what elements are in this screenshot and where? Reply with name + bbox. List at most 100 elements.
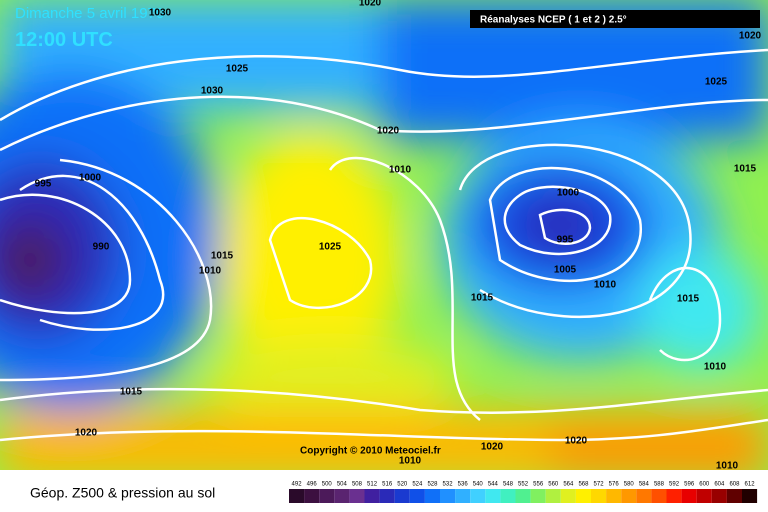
scale-cell (742, 489, 758, 503)
isobar-label: 1015 (120, 387, 143, 398)
scale-label: 608 (729, 482, 740, 488)
scale-label: 508 (352, 482, 363, 488)
isobar-label: 1015 (471, 293, 494, 304)
scale-cell (711, 489, 727, 503)
scale-label: 540 (473, 482, 484, 488)
isobar-label: 1025 (705, 77, 728, 88)
scale-cell (560, 489, 576, 503)
scale-cell (651, 489, 667, 503)
scale-cell (696, 489, 712, 503)
scale-cell (636, 489, 652, 503)
scale-cell (530, 489, 546, 503)
scale-label: 556 (533, 482, 544, 488)
scale-cell (500, 489, 516, 503)
scale-label: 536 (458, 482, 469, 488)
scale-cell (515, 489, 531, 503)
isobar-label: 995 (35, 179, 52, 190)
isobar-label: 1010 (716, 461, 739, 472)
isobar-label: 1025 (226, 64, 249, 75)
scale-label: 584 (639, 482, 650, 488)
scale-label: 544 (488, 482, 499, 488)
scale-cell (394, 489, 410, 503)
scale-label: 592 (669, 482, 680, 488)
isobar-label: 1015 (677, 294, 700, 305)
source: Réanalyses NCEP ( 1 et 2 ) 2.5° (480, 15, 627, 26)
scale-label: 576 (609, 482, 620, 488)
isobar-label: 1015 (211, 251, 234, 262)
scale-cell (455, 489, 471, 503)
isobar-label: 1020 (565, 436, 588, 447)
scale-cell (334, 489, 350, 503)
scale-label: 520 (397, 482, 408, 488)
isobar-label: 1020 (359, 0, 382, 9)
scale-label: 532 (443, 482, 454, 488)
scale-label: 528 (427, 482, 438, 488)
isobar-label: 1020 (739, 31, 762, 42)
isobar-label: 995 (557, 235, 574, 246)
scale-label: 516 (382, 482, 393, 488)
isobar-label: 1030 (149, 8, 172, 19)
map-field (0, 0, 768, 470)
scale-label: 588 (654, 482, 665, 488)
time: 12:00 UTC (15, 29, 113, 51)
scale-label: 560 (548, 482, 559, 488)
scale-label: 604 (714, 482, 725, 488)
scale-label: 524 (412, 482, 423, 488)
scale-cell (485, 489, 501, 503)
scale-cell (440, 489, 456, 503)
isobar-label: 1015 (734, 164, 757, 175)
scale-cell (681, 489, 697, 503)
scale-label: 552 (518, 482, 529, 488)
scale-cell (470, 489, 486, 503)
scale-label: 500 (322, 482, 333, 488)
isobar-label: 1030 (201, 86, 224, 97)
scale-cell (575, 489, 591, 503)
source-box (470, 10, 760, 28)
scale-cell (364, 489, 380, 503)
isobar-label: 1010 (389, 165, 412, 176)
scale-cell (304, 489, 320, 503)
isobar-label: 1020 (75, 428, 98, 439)
isobar-label: 1010 (594, 280, 617, 291)
scale-label: 568 (578, 482, 589, 488)
isobar-label: 1010 (399, 456, 422, 467)
isobar-label: 1000 (557, 188, 580, 199)
scale-label: 612 (745, 482, 756, 488)
isobar-label: 1020 (481, 442, 504, 453)
scale-label: 600 (699, 482, 710, 488)
scale-cell (319, 489, 335, 503)
scale-label: 572 (594, 482, 605, 488)
scale-label: 548 (503, 482, 514, 488)
scale-cell (545, 489, 561, 503)
scale-cell (606, 489, 622, 503)
scale-cell (409, 489, 425, 503)
scale-label: 512 (367, 482, 378, 488)
isobar-label: 1025 (319, 242, 342, 253)
scale-label: 504 (337, 482, 348, 488)
scale-cell (726, 489, 742, 503)
scale-label: 564 (563, 482, 574, 488)
scale-label: 496 (307, 482, 318, 488)
copyright: Copyright © 2010 Meteociel.fr (300, 446, 441, 457)
date: Dimanche 5 avril 1970 (15, 5, 164, 22)
color-scale: 492 496 500 504 508 512 516 520 524 528 532 536 540 5… (289, 482, 758, 503)
footer-title: Géop. Z500 & pression au sol (30, 485, 215, 501)
scale-cell (591, 489, 607, 503)
isobar-label: 1005 (554, 265, 577, 276)
isobar-label: 1000 (79, 173, 102, 184)
isobar-label: 1020 (377, 126, 400, 137)
scale-label: 596 (684, 482, 695, 488)
isobar-label: 990 (93, 242, 110, 253)
scale-cell (289, 489, 305, 503)
scale-cell (424, 489, 440, 503)
scale-label: 580 (624, 482, 635, 488)
scale-cell (666, 489, 682, 503)
scale-cell (349, 489, 365, 503)
scale-label: 492 (292, 482, 303, 488)
scale-cell (379, 489, 395, 503)
isobar-label: 1010 (704, 362, 727, 373)
scale-cell (621, 489, 637, 503)
isobar-label: 1010 (199, 266, 222, 277)
